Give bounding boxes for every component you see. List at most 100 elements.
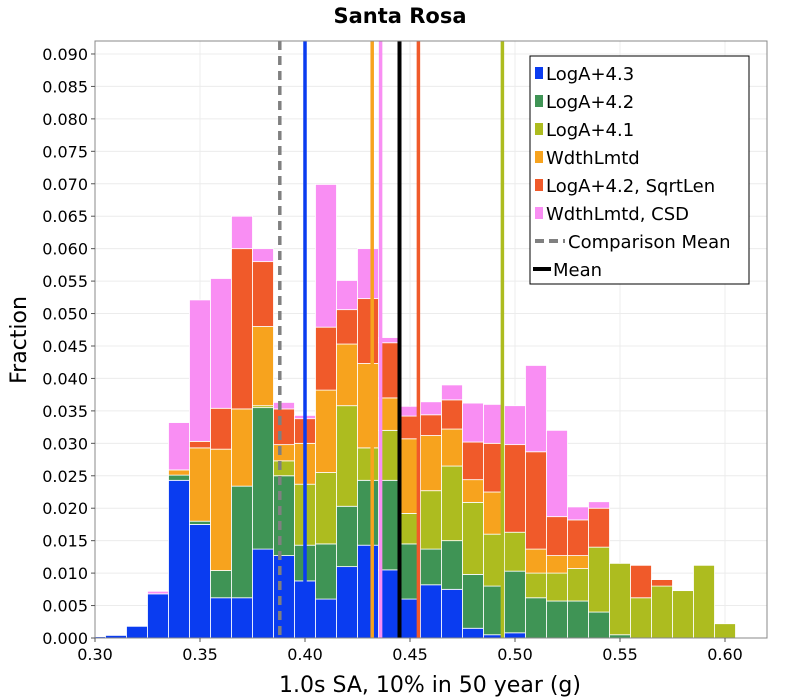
bar-segment-loga-4-2 bbox=[420, 548, 442, 586]
y-tick-label: 0.025 bbox=[42, 467, 88, 486]
bar-segment-loga-4-1 bbox=[357, 447, 379, 481]
y-tick-label: 0.065 bbox=[42, 207, 88, 226]
legend-label: Mean bbox=[553, 260, 602, 281]
bar-segment-loga-4-3 bbox=[462, 627, 484, 639]
x-tick-label: 0.40 bbox=[287, 645, 323, 664]
bar-segment-wdthlmtd-csd bbox=[336, 280, 358, 311]
chart-title: Santa Rosa bbox=[333, 4, 466, 28]
x-axis-title: 1.0s SA, 10% in 50 year (g) bbox=[279, 673, 581, 698]
bar-segment-loga-4-1 bbox=[315, 472, 337, 545]
y-tick-label: 0.010 bbox=[42, 564, 88, 583]
bar-segment-loga-4-2-sqrtlen bbox=[336, 309, 358, 345]
bar-segment-loga-4-1 bbox=[462, 501, 484, 575]
bar-segment-loga-4-1 bbox=[273, 460, 295, 477]
y-tick-label: 0.045 bbox=[42, 337, 88, 356]
legend-label: LogA+4.2, SqrtLen bbox=[546, 176, 715, 197]
bar-segment-loga-4-2-sqrtlen bbox=[273, 408, 295, 446]
y-tick-label: 0.080 bbox=[42, 110, 88, 129]
bar-segment-wdthlmtd-csd bbox=[567, 506, 589, 521]
bar-segment-wdthlmtd-csd bbox=[420, 401, 442, 416]
bar-segment-loga-4-3 bbox=[357, 544, 379, 639]
bar-segment-loga-4-3 bbox=[147, 593, 169, 639]
x-tick-label: 0.50 bbox=[497, 645, 533, 664]
bar-segment-loga-4-3 bbox=[126, 625, 148, 639]
bar-segment-loga-4-2 bbox=[441, 540, 463, 590]
y-tick-label: 0.005 bbox=[42, 597, 88, 616]
bar-segment-loga-4-2 bbox=[357, 479, 379, 546]
legend-label: LogA+4.2 bbox=[546, 92, 634, 113]
bar-segment-loga-4-2-sqrtlen bbox=[210, 407, 232, 450]
bar-segment-loga-4-2 bbox=[336, 505, 358, 568]
bar-segment-loga-4-3 bbox=[252, 548, 274, 639]
y-tick-label: 0.015 bbox=[42, 532, 88, 551]
bar-segment-loga-4-3 bbox=[315, 598, 337, 639]
bar-segment-wdthlmtd-csd bbox=[231, 215, 253, 250]
bar-segment-loga-4-2-sqrtlen bbox=[525, 451, 547, 550]
bar-segment-loga-4-2-sqrtlen bbox=[462, 441, 484, 481]
bar-segment-loga-4-2-sqrtlen bbox=[651, 579, 673, 587]
bar-segment-loga-4-2-sqrtlen bbox=[567, 519, 589, 556]
y-tick-label: 0.035 bbox=[42, 402, 88, 421]
bar-segment-wdthlmtd-csd bbox=[441, 384, 463, 401]
bar-segment-wdthlmtd-csd bbox=[546, 429, 568, 518]
bar-segment-loga-4-2 bbox=[462, 574, 484, 629]
x-tick-label: 0.30 bbox=[77, 645, 113, 664]
x-tick-label: 0.55 bbox=[602, 645, 638, 664]
bar-segment-wdthlmtd-csd bbox=[504, 405, 526, 446]
y-tick-label: 0.000 bbox=[42, 629, 88, 648]
bar-segment-wdthlmtd bbox=[273, 444, 295, 462]
bar-segment-loga-4-1 bbox=[336, 405, 358, 507]
bar-segment-loga-4-2-sqrtlen bbox=[189, 440, 211, 449]
bar-segment-loga-4-2-sqrtlen bbox=[315, 326, 337, 391]
bar-segment-wdthlmtd bbox=[567, 555, 589, 569]
bar-segment-loga-4-1 bbox=[441, 465, 463, 542]
bar-segment-loga-4-3 bbox=[273, 555, 295, 639]
axis-ticks: 0.000 0.005 0.010 0.015 0.020 0.025 0.030 0.035… bbox=[42, 45, 743, 664]
bar-segment-loga-4-1 bbox=[630, 597, 652, 639]
bar-segment-loga-4-2-sqrtlen bbox=[252, 261, 274, 327]
bar-segment-loga-4-2-sqrtlen bbox=[420, 414, 442, 436]
plot-frame bbox=[94, 40, 768, 639]
bar-segment-wdthlmtd bbox=[252, 326, 274, 407]
bar-segment-loga-4-2-sqrtlen bbox=[504, 444, 526, 533]
y-tick-label: 0.085 bbox=[42, 77, 88, 96]
bar-segment-wdthlmtd bbox=[420, 435, 442, 492]
bar-segment-loga-4-3 bbox=[231, 597, 253, 639]
legend-swatch bbox=[535, 95, 543, 107]
bar-segment-loga-4-1 bbox=[420, 490, 442, 550]
bar-segment-loga-4-2 bbox=[588, 611, 610, 639]
bar-segment-loga-4-3 bbox=[441, 588, 463, 639]
x-tick-label: 0.45 bbox=[392, 645, 428, 664]
y-tick-label: 0.090 bbox=[42, 45, 88, 64]
bar-segment-wdthlmtd bbox=[525, 548, 547, 574]
bar-segment-wdthlmtd bbox=[189, 447, 211, 522]
bar-segment-wdthlmtd bbox=[462, 479, 484, 503]
bar-segment-loga-4-2 bbox=[315, 543, 337, 600]
bar-segment-wdthlmtd-csd bbox=[273, 402, 295, 410]
bar-segment-wdthlmtd-csd bbox=[189, 299, 211, 442]
legend-swatch bbox=[535, 151, 543, 163]
bar-segment-loga-4-1 bbox=[525, 572, 547, 599]
bar-segment-wdthlmtd-csd bbox=[168, 422, 190, 471]
legend-label: Comparison Mean bbox=[568, 232, 731, 253]
bar-segment-loga-4-1 bbox=[546, 572, 568, 602]
bar-segment-loga-4-2-sqrtlen bbox=[231, 248, 253, 410]
bar-segment-loga-4-2 bbox=[504, 570, 526, 634]
bar-segment-wdthlmtd-csd bbox=[588, 501, 610, 509]
y-tick-label: 0.040 bbox=[42, 369, 88, 388]
bar-segment-wdthlmtd bbox=[315, 389, 337, 473]
bar-segment-loga-4-2 bbox=[567, 600, 589, 639]
x-tick-label: 0.35 bbox=[182, 645, 218, 664]
y-axis-title: Fraction bbox=[7, 296, 32, 384]
bar-segment-loga-4-2-sqrtlen bbox=[630, 564, 652, 599]
y-tick-label: 0.050 bbox=[42, 305, 88, 324]
legend-label: LogA+4.1 bbox=[546, 120, 634, 141]
y-tick-label: 0.030 bbox=[42, 434, 88, 453]
bar-segment-wdthlmtd-csd bbox=[525, 365, 547, 453]
x-tick-label: 0.60 bbox=[707, 645, 743, 664]
bar-segment-loga-4-3 bbox=[168, 479, 190, 639]
bar-segment-wdthlmtd-csd bbox=[315, 184, 337, 328]
bar-segment-loga-4-1 bbox=[672, 590, 694, 639]
legend-box bbox=[529, 55, 750, 285]
